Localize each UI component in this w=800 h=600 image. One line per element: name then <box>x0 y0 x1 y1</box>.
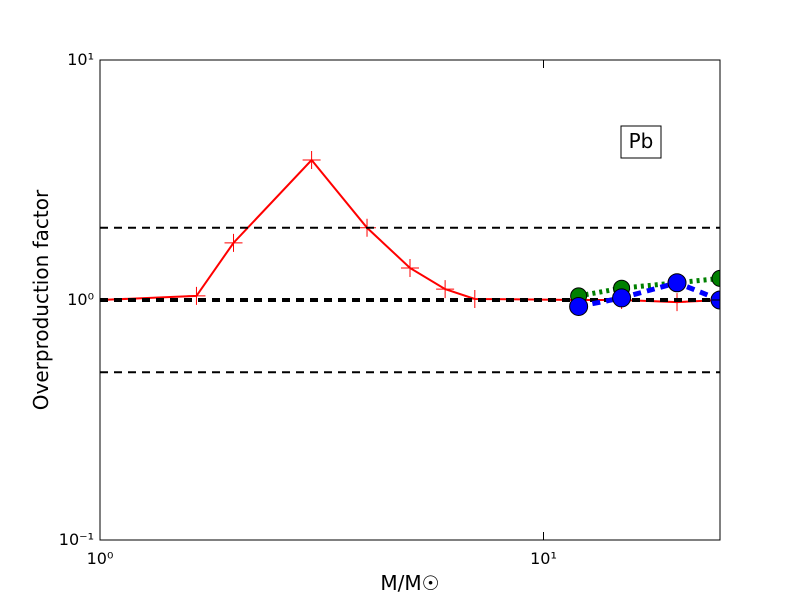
marker <box>224 233 243 252</box>
marker <box>569 296 589 316</box>
x-tick-label: 10⁰ <box>87 549 114 568</box>
series-line <box>578 275 720 299</box>
marker <box>302 151 321 170</box>
y-tick-label: 10⁰ <box>67 290 94 309</box>
marker <box>668 293 687 312</box>
marker <box>667 273 687 293</box>
marker <box>612 288 632 308</box>
series-line <box>578 280 720 309</box>
y-tick-label: 10⁻¹ <box>59 530 94 549</box>
x-axis-label: M/M☉ <box>380 571 439 595</box>
marker <box>401 258 419 277</box>
annotation-box <box>620 125 662 159</box>
marker <box>436 280 455 299</box>
series-line <box>100 158 720 304</box>
y-axis-label: Overproduction factor <box>29 189 53 410</box>
annotation: Pb <box>629 129 654 153</box>
marker <box>711 269 720 287</box>
plot-area <box>100 151 720 374</box>
y-tick-label: 10¹ <box>67 50 94 69</box>
marker <box>187 286 206 305</box>
x-tick-label: 10¹ <box>530 549 557 568</box>
